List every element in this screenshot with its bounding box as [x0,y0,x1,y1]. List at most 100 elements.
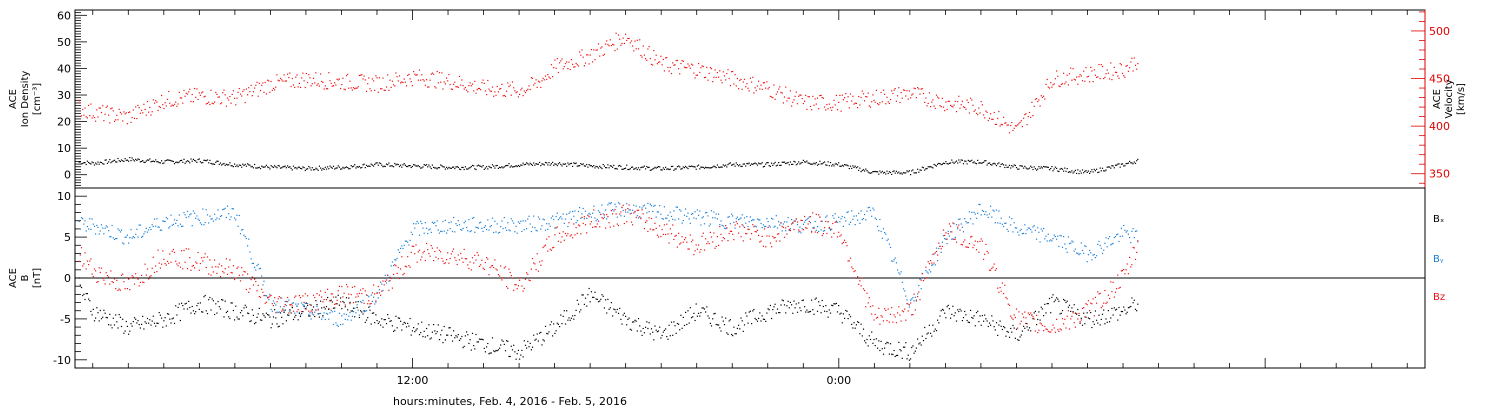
velocity-point [331,85,333,87]
bx-point [601,294,603,296]
bx-point [715,323,717,326]
density-point [347,167,349,169]
velocity-point [945,101,947,103]
bx-point [693,312,695,314]
bx-point [716,324,718,326]
density-point [549,164,551,166]
by-point [1007,230,1009,232]
velocity-point [1065,81,1067,83]
bx-point [1072,311,1074,313]
velocity-point [741,88,743,90]
by-point [446,232,448,234]
bx-point [865,342,867,344]
bx-point [1010,327,1012,330]
velocity-point [580,54,582,56]
by-point [301,302,303,304]
density-point [619,164,621,167]
by-point [1038,231,1040,233]
velocity-point [892,92,894,95]
bz-point [814,231,816,233]
bx-point [396,327,398,329]
velocity-point [95,120,97,122]
velocity-point [287,73,289,75]
velocity-point [1087,75,1089,77]
velocity-point [692,64,694,66]
density-point [1076,172,1078,174]
density-point [731,164,733,166]
velocity-point [807,96,809,98]
velocity-point [1014,125,1016,127]
by-point [609,203,611,205]
density-point [164,160,166,162]
bx-point [920,344,922,346]
density-point [441,165,443,167]
by-point [986,214,988,216]
velocity-point [867,92,869,94]
bx-point [983,320,985,322]
bx-point [589,301,591,303]
bx-point [1084,323,1086,325]
density-point [941,163,943,165]
density-point [1067,171,1069,173]
by-point [855,215,857,217]
by-point [1091,259,1093,261]
by-point [527,218,529,220]
bz-point [106,275,108,277]
bz-point [884,308,886,310]
by-point [759,219,761,221]
density-point [564,163,567,165]
by-point [449,228,451,230]
by-point [847,211,849,213]
density-point [935,165,938,167]
bz-point [892,321,894,323]
density-point [185,161,187,163]
bz-point [845,241,847,244]
bz-point [922,280,925,282]
velocity-point [168,90,170,93]
bx-point [106,317,108,319]
bz-point [1112,281,1114,283]
by-point [662,218,664,220]
by-point [747,225,749,228]
bx-point [979,315,981,317]
bx-point [159,314,161,316]
density-point [953,162,955,164]
bz-point [299,297,302,299]
velocity-point [93,117,96,119]
by-point [235,219,237,221]
density-point [610,165,612,167]
bx-point [335,296,337,298]
by-point [675,206,677,208]
velocity-point [743,78,746,80]
bz-point [228,266,230,268]
velocity-point [953,104,955,106]
bz-point [783,236,786,238]
bz-point [736,223,738,225]
by-point [590,216,592,218]
bx-point [232,309,234,312]
by-point [428,229,430,231]
velocity-point [393,84,395,86]
density-point [648,166,650,168]
density-point [444,168,446,170]
bx-point [523,340,525,342]
bx-point [1024,327,1026,329]
bz-point [1023,316,1025,318]
bx-point [327,296,329,299]
by-point [297,303,299,305]
by-point [548,223,550,225]
bx-point [1097,322,1099,324]
density-point [554,163,556,165]
by-point [477,227,479,229]
bx-point [802,299,804,301]
bz-point [755,231,757,233]
bz-point [919,299,921,301]
density-point [827,161,829,163]
bz-point [104,283,106,285]
by-point [709,223,711,225]
density-point [519,165,521,167]
bx-point [990,324,992,326]
by-point [974,213,976,215]
density-point [113,159,116,161]
by-point [892,260,894,262]
